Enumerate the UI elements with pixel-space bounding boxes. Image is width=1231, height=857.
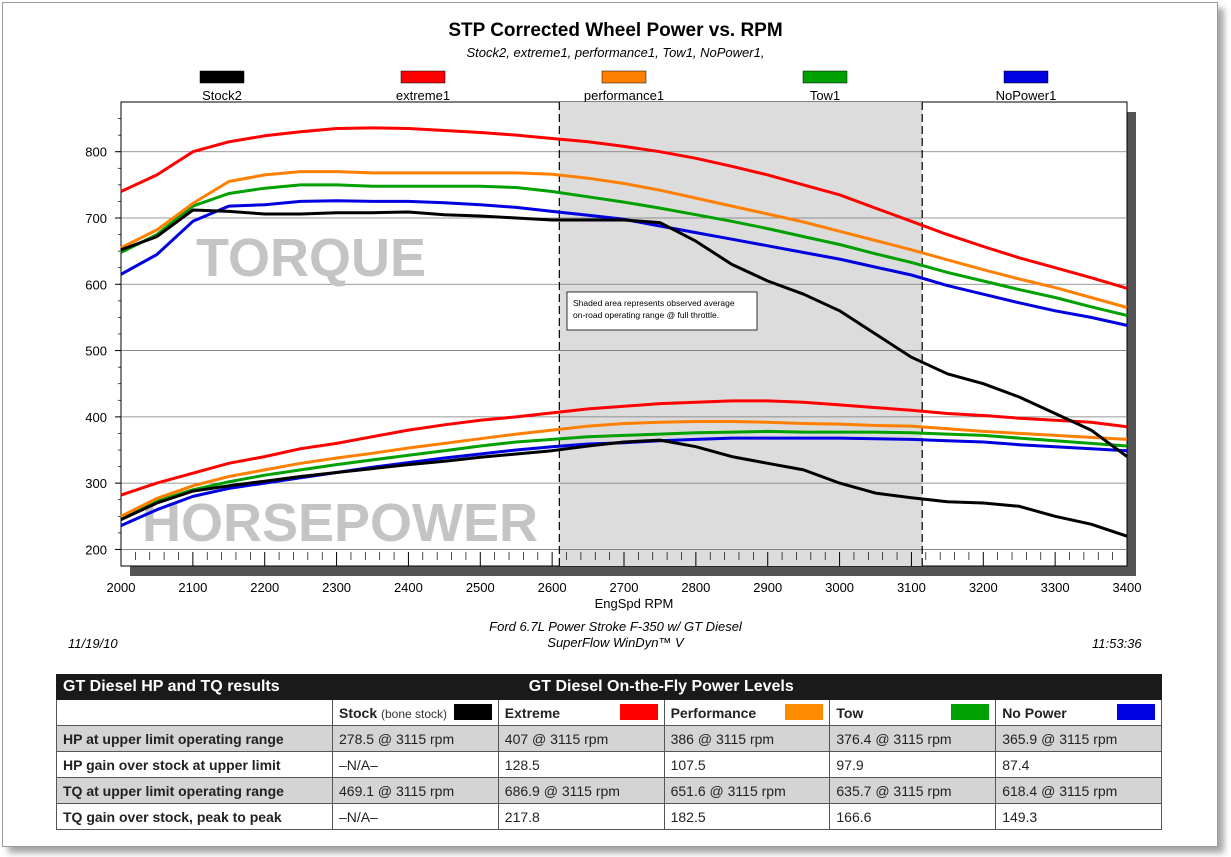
table-cell: 128.5 — [497, 751, 665, 778]
table-cell: –N/A– — [332, 803, 499, 830]
chart-title: STP Corrected Wheel Power vs. RPM — [448, 20, 783, 41]
legend-label: NoPower1 — [996, 88, 1057, 103]
torque-line-performance1 — [120, 170, 1128, 309]
torque-overlay-label: TORQUE — [196, 228, 426, 288]
y-tick-label: 600 — [85, 277, 107, 292]
col-header-nopower: No Power — [995, 699, 1162, 726]
legend-swatch — [601, 70, 647, 84]
nopower-swatch — [1117, 704, 1155, 720]
stock-swatch — [453, 704, 492, 720]
horsepower-overlay-label: HORSEPOWER — [142, 493, 538, 553]
x-tick-label: 3300 — [1041, 580, 1070, 595]
chart-subtitle: Stock2, extreme1, performance1, Tow1, No… — [466, 45, 765, 60]
footer-vehicle: Ford 6.7L Power Stroke F-350 w/ GT Diese… — [489, 619, 742, 634]
col-header-extreme: Extreme — [497, 699, 665, 726]
table-cell: 97.9 — [829, 751, 997, 778]
x-tick-label: 2200 — [250, 580, 279, 595]
x-tick-label: 3100 — [897, 580, 926, 595]
table-cell: –N/A– — [332, 751, 499, 778]
table-cell: 278.5 @ 3115 rpm — [332, 725, 499, 752]
table-row: HP at upper limit operating range 278.5 … — [56, 725, 1162, 752]
x-tick-label: 2300 — [322, 580, 351, 595]
legend-label: Stock2 — [202, 88, 242, 103]
column-header-row: Stock (bone stock) Extreme Performance T… — [56, 699, 1162, 726]
power-torque-chart: Stock2 extreme1 performance1 Tow1 NoPower1 2… — [85, 70, 1142, 611]
x-tick-label: 3200 — [969, 580, 998, 595]
extreme-swatch — [619, 704, 658, 720]
table-row: TQ at upper limit operating range 469.1 … — [56, 777, 1162, 804]
results-table: GT Diesel HP and TQ results GT Diesel On… — [56, 674, 1163, 830]
table-cell: 469.1 @ 3115 rpm — [332, 777, 499, 804]
x-tick-label: 2900 — [753, 580, 782, 595]
table-row: TQ gain over stock, peak to peak –N/A– 2… — [56, 803, 1162, 830]
corner-cell — [56, 699, 333, 726]
legend-swatch — [802, 70, 848, 84]
legend-swatch — [400, 70, 446, 84]
legend-label: extreme1 — [396, 88, 450, 103]
note-box — [566, 291, 758, 331]
note-text: Shaded area represents observed average — [573, 298, 735, 308]
table-cell: 166.6 — [829, 803, 997, 830]
y-tick-label: 200 — [85, 542, 107, 557]
torque-line-Stock2 — [120, 208, 1128, 458]
row-label: HP gain over stock at upper limit — [56, 751, 333, 778]
table-row: HP gain over stock at upper limit –N/A– … — [56, 751, 1162, 778]
table-cell: 618.4 @ 3115 rpm — [995, 777, 1162, 804]
note-text: on-road operating range @ full throttle. — [573, 310, 719, 320]
col-header-stock: Stock (bone stock) — [332, 699, 499, 726]
tow-swatch — [951, 704, 990, 720]
y-tick-label: 500 — [85, 344, 107, 359]
operating-range-band — [559, 102, 923, 566]
x-tick-label: 2600 — [538, 580, 567, 595]
table-cell: 635.7 @ 3115 rpm — [829, 777, 997, 804]
col-header-performance: Performance — [663, 699, 831, 726]
table-cell: 386 @ 3115 rpm — [663, 725, 831, 752]
performance-swatch — [785, 704, 824, 720]
table-cell: 651.6 @ 3115 rpm — [663, 777, 831, 804]
y-tick-label: 700 — [85, 211, 107, 226]
x-tick-label: 3400 — [1113, 580, 1142, 595]
table-cell: 182.5 — [663, 803, 831, 830]
table-cell: 376.4 @ 3115 rpm — [829, 725, 997, 752]
hp-line-Tow1 — [120, 429, 1128, 519]
x-tick-label: 2400 — [394, 580, 423, 595]
legend-swatch — [1003, 70, 1049, 84]
table-cell: 149.3 — [995, 803, 1162, 830]
x-tick-label: 2800 — [681, 580, 710, 595]
hp-line-performance1 — [120, 420, 1128, 518]
footer-time: 11:53:36 — [1092, 636, 1142, 651]
col-header-tow: Tow — [829, 699, 997, 726]
table-left-header: GT Diesel HP and TQ results — [56, 674, 499, 700]
row-label: HP at upper limit operating range — [56, 725, 333, 752]
table-cell: 407 @ 3115 rpm — [497, 725, 665, 752]
y-tick-label: 300 — [85, 476, 107, 491]
x-tick-label: 2500 — [466, 580, 495, 595]
row-label: TQ gain over stock, peak to peak — [56, 803, 333, 830]
hp-line-extreme1 — [120, 399, 1128, 497]
legend: Stock2 extreme1 performance1 Tow1 NoPower1 — [199, 70, 1057, 103]
table-right-header: GT Diesel On-the-Fly Power Levels — [497, 674, 1163, 700]
legend-swatch — [199, 70, 245, 84]
table-cell: 87.4 — [995, 751, 1162, 778]
table-cell: 217.8 — [497, 803, 665, 830]
x-axis-label: EngSpd RPM — [595, 596, 674, 611]
torque-line-extreme1 — [120, 126, 1128, 290]
footer-date: 11/19/10 — [68, 636, 118, 651]
torque-line-Tow1 — [120, 183, 1128, 317]
x-tick-label: 2000 — [107, 580, 136, 595]
table-cell: 107.5 — [663, 751, 831, 778]
row-label: TQ at upper limit operating range — [56, 777, 333, 804]
y-tick-label: 800 — [85, 145, 107, 160]
x-tick-label: 2700 — [610, 580, 639, 595]
legend-label: performance1 — [584, 88, 664, 103]
table-cell: 686.9 @ 3115 rpm — [497, 777, 665, 804]
x-tick-label: 2100 — [178, 580, 207, 595]
plot-area: 200 300 400 500 600 700 800 2000 2100 2200 2300 240… — [85, 101, 1142, 611]
hp-line-Stock2 — [120, 438, 1128, 538]
legend-label: Tow1 — [810, 88, 840, 103]
footer-dyno: SuperFlow WinDyn™ V — [547, 635, 684, 650]
x-tick-label: 3000 — [825, 580, 854, 595]
y-tick-label: 400 — [85, 410, 107, 425]
table-cell: 365.9 @ 3115 rpm — [995, 725, 1162, 752]
